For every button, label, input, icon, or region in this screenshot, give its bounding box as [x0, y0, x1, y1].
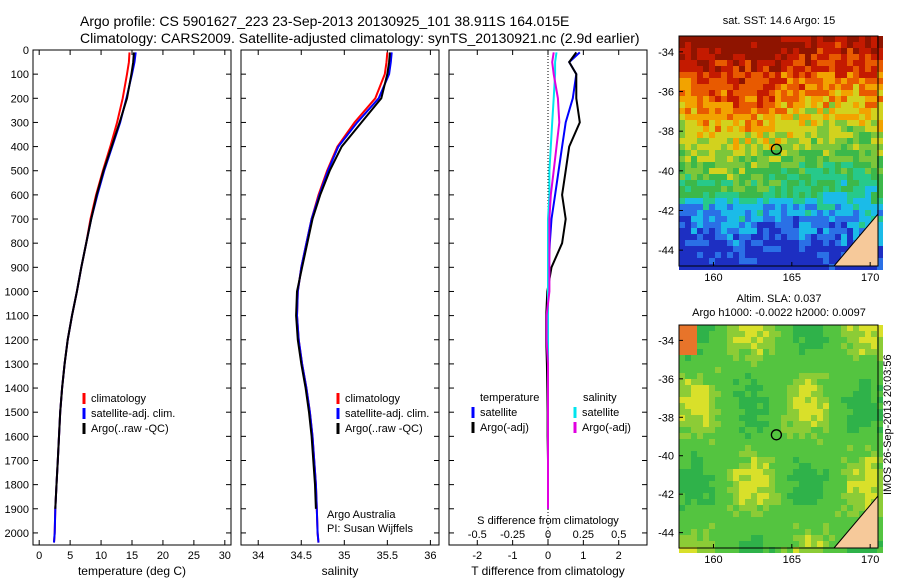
sla-map-ytick-label: -42 — [658, 489, 674, 501]
salinity-xtick-label: 35.5 — [377, 550, 398, 562]
difference-s-tick-label: 0.5 — [611, 529, 626, 541]
sst-map-frame — [678, 35, 879, 267]
sla-map-ytick-label: -40 — [658, 451, 674, 463]
temperature-legend-entry: satellite-adj. clim. — [91, 408, 175, 420]
depth-tick-label: 500 — [11, 166, 29, 178]
salinity-legend-entry: Argo(..raw -QC) — [345, 423, 423, 435]
sla-map-ytick-label: -44 — [658, 528, 674, 540]
sla-map-xtick-label: 160 — [704, 554, 722, 566]
temperature-legend-entry: climatology — [91, 393, 147, 405]
sst-map-xtick-label: 170 — [861, 272, 879, 284]
temperature-legend-entry: Argo(..raw -QC) — [91, 423, 169, 435]
climatology-subtitle: Climatology: CARS2009. Satellite-adjuste… — [80, 30, 640, 46]
difference-series-3 — [545, 52, 561, 509]
difference-s-tick-label: 0.25 — [573, 529, 594, 541]
sla-map-xtick-label: 165 — [783, 554, 801, 566]
difference-s-tick-label: 0 — [545, 529, 551, 541]
depth-tick-label: 400 — [11, 142, 29, 154]
sst-map-ytick-label: -36 — [658, 87, 674, 99]
sla-map-title: Altim. SLA: 0.037 — [737, 293, 822, 305]
depth-tick-label: 1400 — [5, 383, 29, 395]
sst-map-ytick-label: -42 — [658, 205, 674, 217]
imos-credit: IMOS 26-Sep-2013 20:03:56 — [882, 354, 894, 495]
difference-xtick-label: 2 — [616, 550, 622, 562]
profile-title: Argo profile: CS 5901627_223 23-Sep-2013… — [80, 13, 570, 29]
difference-legend-entry: satellite — [582, 407, 619, 419]
difference-xtick-label: -2 — [472, 550, 482, 562]
depth-tick-label: 1800 — [5, 480, 29, 492]
difference-legend-title: temperature — [480, 392, 539, 404]
difference-legend-entry: Argo(-adj) — [582, 422, 631, 434]
temperature-xtick-label: 25 — [188, 550, 200, 562]
sla-map-cells — [679, 325, 883, 553]
depth-tick-label: 1100 — [5, 311, 29, 323]
temperature-xtick-label: 30 — [219, 550, 231, 562]
temperature-xtick-label: 0 — [36, 550, 42, 562]
sst-map-ytick-label: -38 — [658, 126, 674, 138]
sla-map-subtitle: Argo h1000: -0.0022 h2000: 0.0097 — [692, 307, 866, 319]
sst-map-cells — [679, 36, 883, 270]
salinity-xtick-label: 36 — [424, 550, 436, 562]
temperature-series-2 — [54, 52, 135, 509]
sla-map-frame — [678, 324, 879, 549]
sla-map-ytick-label: -34 — [658, 335, 674, 347]
depth-tick-label: 100 — [11, 69, 29, 81]
sla-map-argo-marker — [770, 429, 783, 441]
sst-map-title: sat. SST: 14.6 Argo: 15 — [723, 15, 836, 27]
sst-map-xtick-label: 160 — [704, 272, 722, 284]
salinity-xtick-label: 34 — [252, 550, 264, 562]
depth-tick-label: 1500 — [5, 407, 29, 419]
sst-map-ytick-label: -40 — [658, 166, 674, 178]
difference-s-tick-label: -0.25 — [500, 529, 525, 541]
depth-tick-label: 1700 — [5, 455, 29, 467]
temperature-xtick-label: 15 — [126, 550, 138, 562]
temperature-xtick-label: 5 — [67, 550, 73, 562]
depth-tick-label: 1300 — [5, 359, 29, 371]
sla-map-ytick-label: -36 — [658, 374, 674, 386]
difference-legend-entry: Argo(-adj) — [480, 422, 529, 434]
depth-tick-label: 800 — [11, 238, 29, 250]
difference-s-xlabel: S difference from climatology — [477, 515, 619, 527]
temperature-axes — [32, 49, 232, 546]
temperature-xtick-label: 10 — [95, 550, 107, 562]
depth-tick-label: 1000 — [5, 286, 29, 298]
depth-tick-label: 0 — [23, 45, 29, 57]
depth-tick-label: 200 — [11, 93, 29, 105]
salinity-xlabel: salinity — [322, 564, 359, 578]
difference-s-tick-label: -0.5 — [468, 529, 487, 541]
depth-tick-label: 1600 — [5, 431, 29, 443]
difference-legend-title: salinity — [583, 392, 617, 404]
difference-xtick-label: 1 — [580, 550, 586, 562]
salinity-legend-entry: climatology — [345, 393, 401, 405]
depth-tick-label: 700 — [11, 214, 29, 226]
temperature-xtick-label: 20 — [157, 550, 169, 562]
difference-xlabel: T difference from climatology — [471, 564, 625, 578]
depth-tick-label: 600 — [11, 190, 29, 202]
depth-tick-label: 2000 — [5, 528, 29, 540]
depth-tick-label: 300 — [11, 117, 29, 129]
sst-map-ytick-label: -44 — [658, 245, 674, 257]
salinity-annotation: PI: Susan Wijffels — [327, 523, 413, 535]
salinity-axes — [240, 49, 440, 546]
sla-map-xtick-label: 170 — [861, 554, 879, 566]
sst-map-ytick-label: -34 — [658, 47, 674, 59]
sla-map-ytick-label: -38 — [658, 412, 674, 424]
difference-xtick-label: -1 — [508, 550, 518, 562]
salinity-xtick-label: 34.5 — [291, 550, 312, 562]
salinity-legend-entry: satellite-adj. clim. — [345, 408, 429, 420]
depth-tick-label: 900 — [11, 262, 29, 274]
salinity-series-2 — [295, 52, 391, 509]
sst-map-xtick-label: 165 — [783, 272, 801, 284]
depth-tick-label: 1900 — [5, 504, 29, 516]
salinity-xtick-label: 35 — [338, 550, 350, 562]
depth-tick-label: 1200 — [5, 335, 29, 347]
difference-legend-entry: satellite — [480, 407, 517, 419]
temperature-xlabel: temperature (deg C) — [78, 564, 186, 578]
salinity-annotation: Argo Australia — [327, 509, 396, 521]
sst-map-argo-marker — [770, 143, 783, 155]
difference-xtick-label: 0 — [545, 550, 551, 562]
